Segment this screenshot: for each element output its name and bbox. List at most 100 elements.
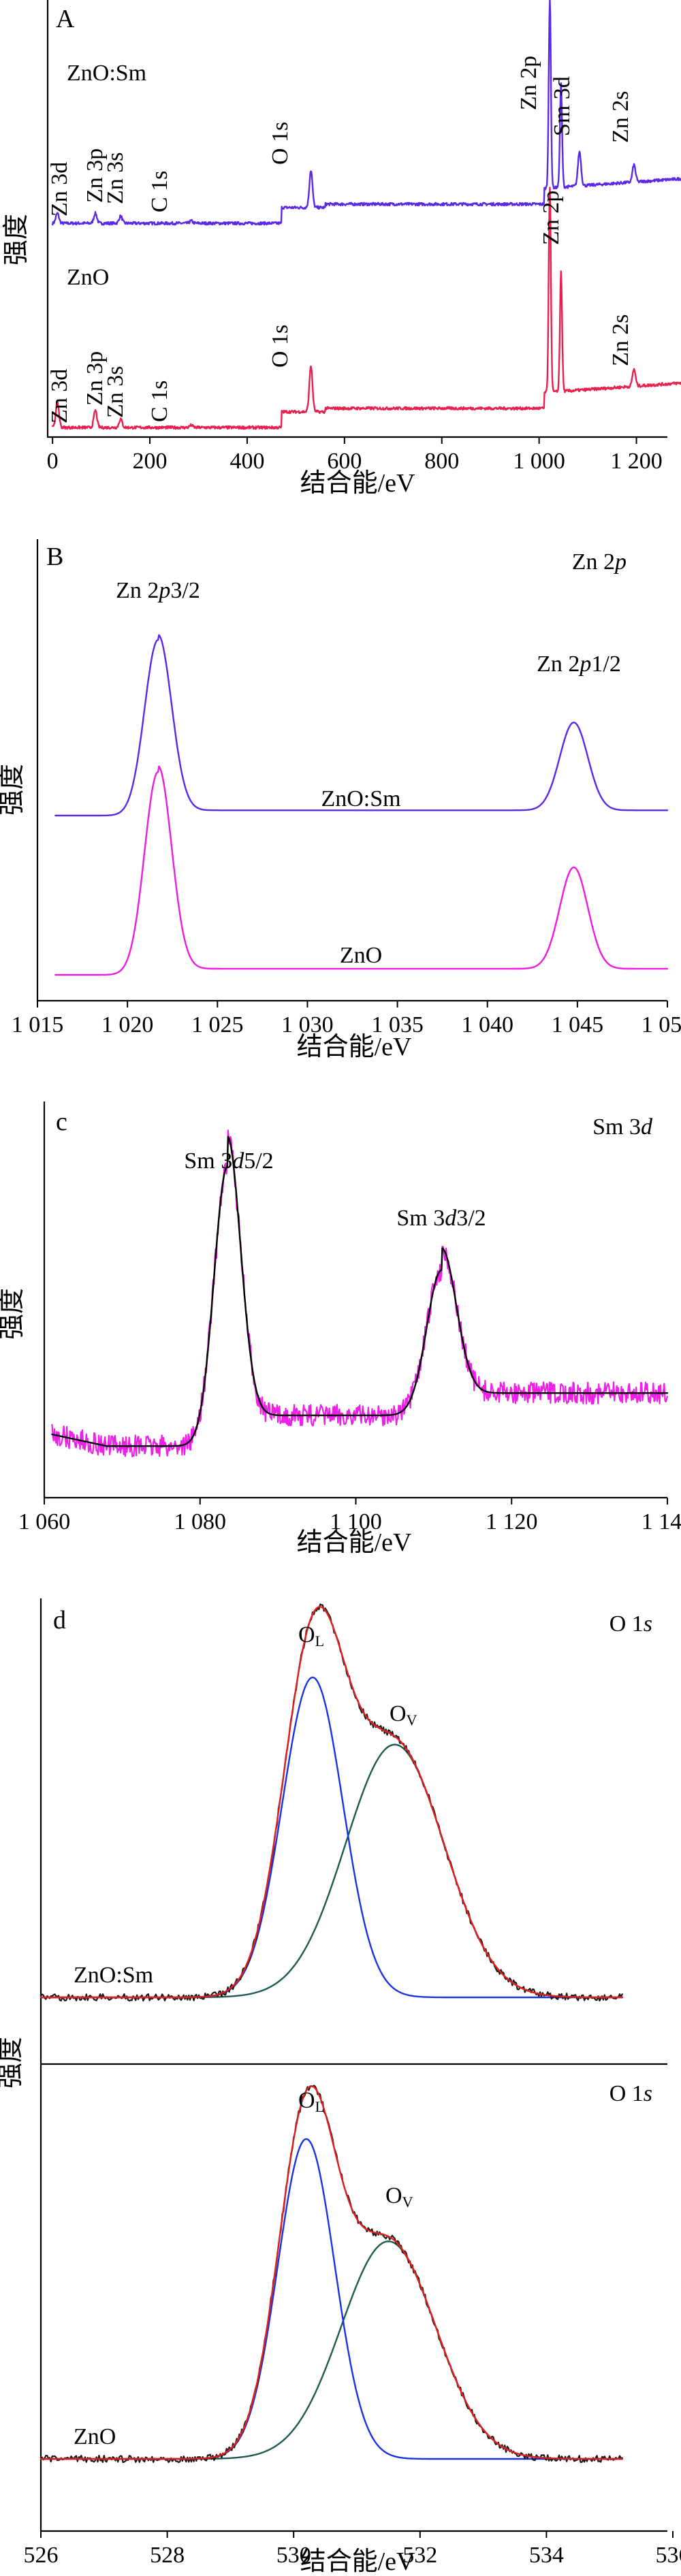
panel-d-bot-title: O 1s <box>609 2081 652 2106</box>
panel-a-x-tick-label: 800 <box>424 449 459 474</box>
panel-d-bot-ol-label: OL <box>298 2088 324 2115</box>
panel-a-x-axis-title: 结合能/eV <box>300 469 415 498</box>
panel-a-y-axis-title: 强度 <box>2 214 31 265</box>
panel-a-series-label-zno: ZnO <box>67 265 109 290</box>
panel-b-spectrum-zno-sm <box>54 634 669 817</box>
panel-c-spectrum-measured <box>51 1129 669 1458</box>
panel-a-top-c1s-label: C 1s <box>147 171 172 212</box>
panel-b-title: Zn 2p <box>572 549 627 575</box>
panel-a-top-zn2p-label: Zn 2p <box>516 56 541 110</box>
panel-a-x-tick-label: 1 000 <box>513 449 565 474</box>
panel-a-bot-zn3d-label: Zn 3d <box>47 369 72 423</box>
svg-text:强度: 强度 <box>0 2037 25 2089</box>
panel-a-series-label-zno-sm: ZnO:Sm <box>67 61 146 86</box>
panel-b-x-tick-label: 1 030 <box>281 1012 334 1037</box>
panel-a-bot-zn2s-label: Zn 2s <box>608 315 633 367</box>
panel-d-top-ov-component <box>39 1743 623 1999</box>
panel-d-bot-envelope <box>39 2085 623 2460</box>
panel-a-spectrum-zno <box>51 187 681 430</box>
panel-d-bot-measured <box>39 2084 623 2464</box>
panel-b-x-tick-label: 1 015 <box>12 1012 64 1037</box>
panel-b-x-tick-label: 1 035 <box>371 1012 424 1037</box>
panel-c-spectrum-fit <box>51 1136 669 1447</box>
panel-c-letter: c <box>56 1108 67 1136</box>
panel-d-x-tick-label: 536 <box>656 2543 681 2568</box>
panel-d-top-sample-label: ZnO:Sm <box>74 1963 153 1988</box>
panel-b-series-label-zno: ZnO <box>340 943 382 968</box>
panel-c-title: Sm 3d <box>592 1114 653 1140</box>
panel-a-x-ticks: 0 200 400 600 800 1 000 1 200 <box>47 437 663 474</box>
panel-b-frame <box>36 539 667 1002</box>
panel-c: c Sm 3d Sm 3d5/2 Sm 3d3/2 强度 结合能/eV 1 06… <box>0 1101 681 1557</box>
panel-a-x-tick-label: 200 <box>133 449 168 474</box>
panel-a-top-o1s-label: O 1s <box>268 122 293 165</box>
panel-a: A ZnO:Sm ZnO Zn 3d Zn 3p Zn 3s C 1s O 1s… <box>2 0 681 498</box>
panel-a-top-zn3p-label: Zn 3p <box>82 148 108 203</box>
panel-b-x-ticks: 1 015 1 020 1 025 1 030 1 035 1 040 1 045 1 050 <box>12 1001 681 1037</box>
panel-b-peak-label-2p1-2: Zn 2p1/2 <box>537 651 621 677</box>
panel-a-bot-c1s-label: C 1s <box>147 381 172 422</box>
panel-a-bot-o1s-label: O 1s <box>268 325 293 368</box>
panel-c-x-ticks: 1 060 1 080 1 100 1 120 1 140 <box>18 1498 681 1534</box>
panel-d-bot-ov-label: OV <box>385 2183 413 2210</box>
panel-a-bot-zn3p-label: Zn 3p <box>82 351 108 406</box>
panel-a-frame <box>46 0 667 438</box>
panel-a-x-tick-label: 600 <box>327 449 362 474</box>
panel-b-y-axis-title: 强度 <box>0 764 27 816</box>
panel-a-x-tick-label: 400 <box>229 449 264 474</box>
panel-c-x-tick-label: 1 140 <box>642 1509 681 1534</box>
panel-b-letter: B <box>46 543 63 571</box>
panel-d-top-ol-label: OL <box>298 1622 324 1649</box>
panel-d-letter: d <box>53 1606 66 1635</box>
panel-c-peak-label-3d3-2: Sm 3d3/2 <box>396 1206 486 1231</box>
panel-a-x-tick-label: 0 <box>47 449 59 474</box>
panel-d-top-measured <box>39 1603 623 2002</box>
panel-c-peak-label-3d5-2: Sm 3d5/2 <box>184 1148 273 1174</box>
panel-a-spectrum-zno-sm <box>51 0 681 226</box>
panel-c-x-axis-title: 结合能/eV <box>297 1528 412 1557</box>
panel-d-x-tick-label: 528 <box>150 2543 185 2568</box>
panel-d-x-ticks: 526 528 530 532 534 536 <box>24 2531 681 2568</box>
panel-d-bot-ov-component <box>39 2240 623 2460</box>
svg-text:强度: 强度 <box>0 1288 27 1340</box>
panel-c-x-tick-label: 1 080 <box>174 1509 227 1534</box>
panel-d-x-tick-label: 532 <box>402 2543 437 2568</box>
svg-text:强度: 强度 <box>0 764 27 816</box>
panel-b-x-axis-title: 结合能/eV <box>297 1033 412 1061</box>
panel-b-spectrum-zno <box>54 765 669 976</box>
panel-c-x-tick-label: 1 120 <box>486 1509 538 1534</box>
panel-a-top-zn3d-label: Zn 3d <box>47 162 72 216</box>
panel-a-top-zn3s-label: Zn 3s <box>103 152 128 205</box>
panel-a-top-zn2s-label: Zn 2s <box>608 91 633 144</box>
panel-d-x-tick-label: 530 <box>276 2543 311 2568</box>
panel-b-peak-label-2p3-2: Zn 2p3/2 <box>116 578 200 603</box>
panel-b-x-tick-label: 1 040 <box>461 1012 513 1037</box>
svg-text:强度: 强度 <box>2 214 31 265</box>
panel-d-top-ov-label: OV <box>390 1701 417 1728</box>
panel-d-top-title: O 1s <box>609 1611 652 1637</box>
panel-c-y-axis-title: 强度 <box>0 1288 27 1340</box>
panel-b-x-tick-label: 1 050 <box>642 1012 681 1037</box>
panel-c-x-tick-label: 1 100 <box>330 1509 382 1534</box>
panel-a-x-tick-label: 1 200 <box>610 449 663 474</box>
panel-b-x-tick-label: 1 020 <box>101 1012 154 1037</box>
panel-d-x-tick-label: 526 <box>24 2543 59 2568</box>
panel-d: d O 1s O 1s OL OV ZnO:Sm OL OV ZnO 强度 结合… <box>0 1598 681 2576</box>
panel-a-top-sm3d-label: Sm 3d <box>550 76 575 136</box>
panel-b: B Zn 2p Zn 2p3/2 Zn 2p1/2 ZnO:Sm ZnO 强度 … <box>0 539 681 1061</box>
panel-d-bot-sample-label: ZnO <box>74 2424 116 2449</box>
panel-b-x-tick-label: 1 045 <box>552 1012 604 1037</box>
panel-c-x-tick-label: 1 060 <box>18 1509 71 1534</box>
panel-a-bot-zn2p-label: Zn 2p <box>539 191 564 245</box>
panel-d-top-ol-component <box>39 1676 623 1999</box>
panel-d-bot-ol-component <box>39 2138 623 2460</box>
panel-a-bot-zn3s-label: Zn 3s <box>103 366 128 419</box>
panel-a-letter: A <box>56 5 75 33</box>
panel-d-x-tick-label: 534 <box>529 2543 564 2568</box>
panel-d-y-axis-title: 强度 <box>0 2037 25 2089</box>
panel-b-x-tick-label: 1 025 <box>191 1012 244 1037</box>
panel-d-x-axis-title: 结合能/eV <box>300 2547 415 2576</box>
panel-d-top-envelope <box>39 1606 623 1999</box>
panel-b-series-label-zno-sm: ZnO:Sm <box>321 786 400 811</box>
